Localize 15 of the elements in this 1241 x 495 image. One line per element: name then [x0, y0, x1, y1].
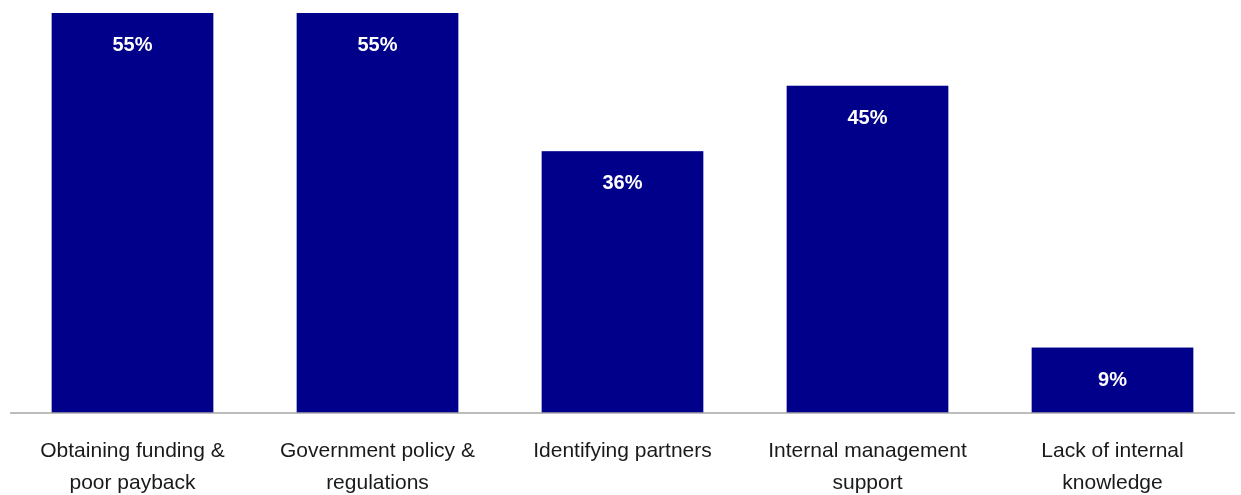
- data-label: 55%: [357, 33, 398, 55]
- bar: [296, 13, 459, 413]
- data-label: 55%: [112, 33, 153, 55]
- x-tick-label: Identifying partners: [533, 438, 712, 461]
- data-label: 45%: [847, 105, 888, 128]
- bar: [786, 85, 949, 413]
- x-tick-label: Obtaining funding & poor payback: [40, 438, 225, 493]
- x-tick-label: Lack of internal knowledge: [1041, 438, 1184, 493]
- bar: [1031, 347, 1194, 413]
- bar: [51, 13, 214, 413]
- x-tick-label: Internal management support: [768, 438, 967, 493]
- bar: [541, 151, 704, 413]
- x-tick-label: Government policy & regulations: [280, 438, 475, 493]
- data-label: 36%: [602, 171, 643, 194]
- data-label: 9%: [1098, 367, 1128, 390]
